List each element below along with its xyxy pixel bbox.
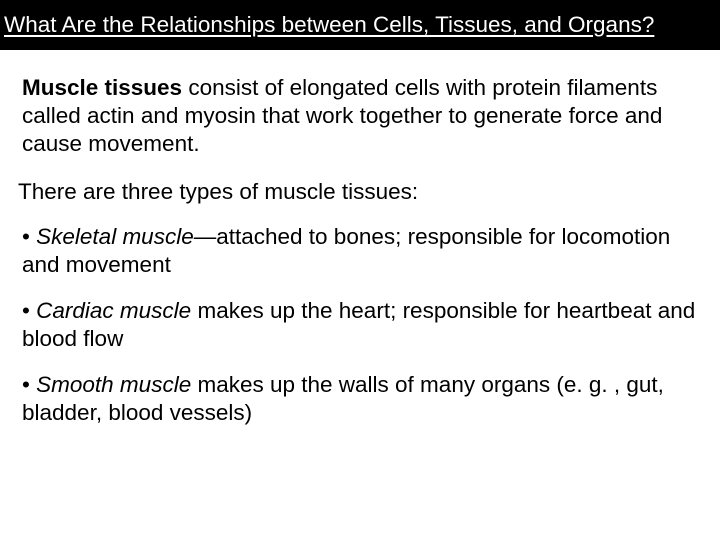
slide-title: What Are the Relationships between Cells… [4, 12, 654, 38]
bullet-skeletal: • Skeletal muscle—attached to bones; res… [18, 223, 702, 279]
term-muscle-tissues: Muscle tissues [22, 75, 182, 100]
term-smooth-muscle: Smooth muscle [36, 372, 191, 397]
bullet-cardiac: • Cardiac muscle makes up the heart; res… [18, 297, 702, 353]
slide-body: Muscle tissues consist of elongated cell… [0, 50, 720, 427]
bullet-prefix: • [22, 298, 36, 323]
definition-paragraph: Muscle tissues consist of elongated cell… [18, 74, 702, 158]
term-cardiac-muscle: Cardiac muscle [36, 298, 191, 323]
bullet-prefix: • [22, 224, 36, 249]
term-skeletal-muscle: Skeletal muscle [36, 224, 194, 249]
bullet-smooth: • Smooth muscle makes up the walls of ma… [18, 371, 702, 427]
bullet-prefix: • [22, 372, 36, 397]
types-intro: There are three types of muscle tissues: [18, 178, 702, 206]
slide-header: What Are the Relationships between Cells… [0, 0, 720, 50]
